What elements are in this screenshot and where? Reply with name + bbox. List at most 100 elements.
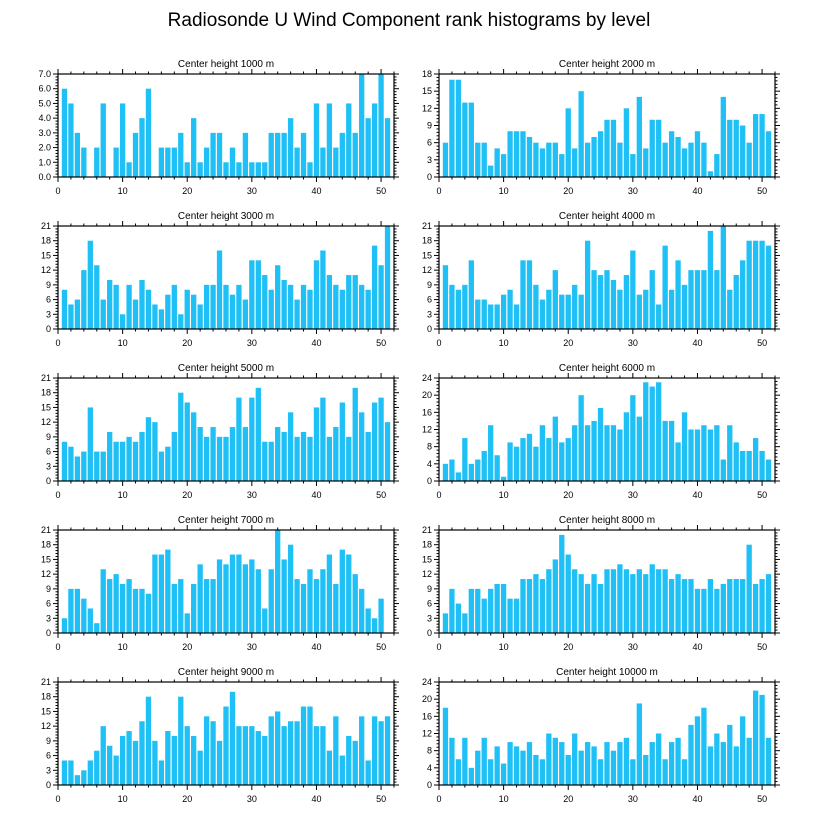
bar	[87, 240, 93, 329]
bar	[307, 569, 313, 633]
bar	[74, 588, 81, 633]
bar	[326, 436, 333, 481]
bar	[300, 706, 307, 785]
bar	[733, 579, 739, 633]
bar	[262, 441, 268, 481]
x-tick-label: 10	[499, 794, 509, 804]
bar	[630, 759, 636, 785]
y-tick-label: 18	[422, 69, 432, 79]
bar	[533, 446, 539, 481]
bar	[333, 147, 339, 177]
y-tick-label: 20	[422, 694, 432, 704]
bar	[668, 579, 675, 633]
bar	[359, 284, 365, 329]
bar	[326, 554, 333, 633]
bar	[113, 574, 119, 633]
y-tick-label: 3	[46, 613, 51, 623]
bar	[617, 429, 623, 481]
bar	[255, 162, 261, 177]
y-tick-label: 0	[46, 780, 51, 790]
bar	[636, 294, 642, 329]
x-tick-label: 50	[757, 490, 767, 500]
y-tick-label: 20	[422, 390, 432, 400]
bar	[662, 569, 668, 633]
x-tick-label: 40	[311, 490, 321, 500]
bar	[249, 726, 255, 785]
bar	[533, 142, 539, 177]
bar	[668, 420, 675, 481]
bar	[100, 726, 106, 785]
bar	[675, 260, 681, 329]
x-tick-label: 40	[692, 490, 702, 500]
x-tick-label: 20	[563, 490, 573, 500]
bar	[591, 746, 597, 786]
bar	[352, 387, 358, 481]
bar	[352, 132, 358, 177]
bar	[539, 425, 546, 481]
bar	[468, 260, 474, 329]
bar	[378, 721, 384, 785]
bar	[539, 299, 546, 329]
bar	[242, 427, 249, 481]
bar	[61, 441, 68, 481]
x-tick-label: 30	[247, 186, 257, 196]
bar	[191, 294, 197, 329]
bar	[229, 427, 236, 481]
bar	[384, 118, 391, 177]
x-tick-label: 40	[311, 794, 321, 804]
bar	[675, 574, 681, 633]
bar	[449, 459, 455, 481]
bar	[229, 554, 236, 633]
bar	[165, 446, 171, 481]
bar	[714, 733, 720, 785]
bar	[313, 726, 320, 785]
x-tick-label: 20	[182, 186, 192, 196]
bar	[623, 737, 630, 785]
bar	[145, 417, 152, 481]
bar	[610, 279, 617, 329]
bar	[455, 79, 462, 177]
bar	[326, 750, 333, 785]
bar	[242, 132, 249, 177]
panel-8: Center height 8000 m 0 3 6 9 12 15 18 21 0 10 20 30 4…	[422, 515, 780, 652]
x-tick-label: 0	[436, 642, 441, 652]
bar	[262, 162, 268, 177]
panel-title: Center height 5000 m	[178, 363, 274, 374]
bar	[100, 103, 106, 177]
bar	[346, 275, 352, 329]
bar	[488, 759, 494, 785]
bar	[294, 147, 300, 177]
bar	[61, 618, 68, 633]
bar	[759, 114, 765, 177]
bar	[688, 429, 694, 481]
bar	[68, 446, 74, 481]
x-tick-label: 40	[692, 642, 702, 652]
bar	[300, 583, 307, 633]
x-tick-label: 20	[563, 642, 573, 652]
x-tick-label: 50	[757, 642, 767, 652]
y-tick-label: 6.0	[38, 84, 51, 94]
bar	[565, 108, 571, 177]
bar	[565, 294, 571, 329]
y-tick-label: 15	[41, 706, 51, 716]
y-tick-label: 1.0	[38, 157, 51, 167]
panel-title: Center height 2000 m	[559, 59, 655, 70]
bar	[526, 433, 533, 481]
bar	[765, 245, 772, 329]
bar	[346, 735, 352, 785]
y-tick-label: 6	[427, 599, 432, 609]
bar	[365, 431, 371, 481]
bar	[552, 559, 558, 633]
bar	[759, 579, 765, 633]
y-tick-label: 24	[422, 677, 432, 687]
bar	[61, 760, 68, 785]
bar	[320, 726, 326, 785]
bar	[694, 131, 701, 177]
bar	[442, 463, 449, 481]
bar	[442, 707, 449, 785]
bar	[513, 304, 520, 329]
bar	[488, 165, 494, 177]
bar	[74, 132, 81, 177]
bar	[552, 142, 558, 177]
bar	[591, 270, 597, 329]
